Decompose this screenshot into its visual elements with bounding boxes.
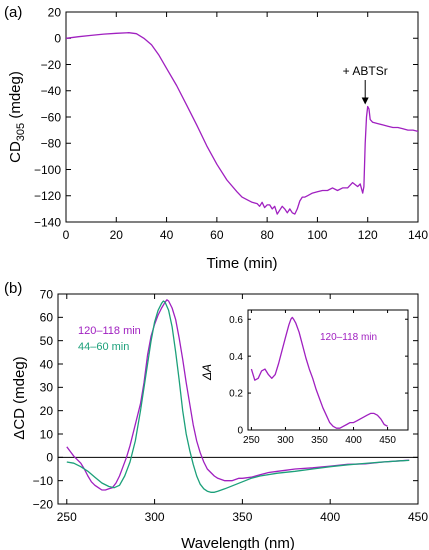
chart-a-ytick-label: −60 <box>41 110 62 124</box>
chart-b-xtick-label: 300 <box>145 510 165 524</box>
chart-b: 250 300 350 400 450 70 60 50 40 30 20 10 0 −10 −20 Wav… <box>11 287 428 550</box>
chart-a-ytick-label: 0 <box>54 32 61 46</box>
chart-a-ytick-label: −120 <box>34 189 61 203</box>
inset-legend: 120–118 min <box>320 332 377 343</box>
inset-ytick-label: 0.2 <box>229 389 243 400</box>
inset-ytick-label: 0.4 <box>229 352 243 363</box>
inset-frame <box>247 309 409 431</box>
chart-a-lines <box>65 32 419 215</box>
chart-b-ytick-label: 20 <box>40 404 54 418</box>
chart-a-ylabel-unit: (mdeg) <box>7 71 24 123</box>
chart-a-xtick-label: 60 <box>210 228 224 242</box>
chart-a-ytick-label: −100 <box>34 163 61 177</box>
chart-b-legend-1: 120–118 min <box>78 325 141 337</box>
chart-b-series-line-1 <box>66 299 410 491</box>
chart-b-lines <box>66 299 410 493</box>
chart-a-ytick-label: −140 <box>34 215 61 229</box>
inset-chart: 250 300 350 400 450 0.6 0.4 0.2 0 ΔA 120–118 min <box>200 309 409 446</box>
chart-a-xtick-label: 120 <box>358 228 378 242</box>
chart-b-xtick-label: 450 <box>408 510 428 524</box>
chart-a-xtick-label: 80 <box>260 228 274 242</box>
inset-xtick-label: 250 <box>243 435 260 446</box>
chart-a-xtick-label: 20 <box>110 228 124 242</box>
chart-b-ticks: 250 300 350 400 450 70 60 50 40 30 20 10 0 −10 −20 <box>33 287 429 524</box>
chart-b-ytick-label: 10 <box>40 427 54 441</box>
chart-b-xlabel: Wavelength (nm) <box>181 535 295 550</box>
inset-xtick-label: 350 <box>311 435 328 446</box>
inset-ticks: 250 300 350 400 450 0.6 0.4 0.2 0 <box>229 310 408 446</box>
chart-b-frame <box>57 293 419 505</box>
panel-label-a: (a) <box>4 4 22 21</box>
chart-a-annotations: + ABTSr <box>343 64 388 105</box>
chart-a-xtick-label: 0 <box>63 228 70 242</box>
inset-ytick-label: 0.6 <box>229 315 243 326</box>
chart-b-ytick-label: 0 <box>46 451 53 465</box>
chart-a-ytick-label: −80 <box>41 137 62 151</box>
chart-a-xlabel: Time (min) <box>206 255 277 272</box>
chart-b-ytick-label: 30 <box>40 381 54 395</box>
inset-xtick-label: 300 <box>277 435 294 446</box>
chart-b-ylabel: ΔCD (mdeg) <box>11 356 28 439</box>
chart-b-xtick-label: 400 <box>320 510 340 524</box>
chart-b-ytick-label: 60 <box>40 311 54 325</box>
chart-b-ytick-label: −20 <box>33 497 54 511</box>
panel-label-b: (b) <box>4 280 22 297</box>
annotation-label: + ABTSr <box>343 64 388 78</box>
annotation-arrowhead <box>361 97 369 105</box>
inset-series-line-1 <box>250 316 388 429</box>
inset-xtick-label: 400 <box>345 435 362 446</box>
chart-a: 0 20 40 60 80 100 120 140 20 0 −20 −40 −60 −80 −100 −12… <box>7 5 428 272</box>
chart-a-ylabel: CD305 (mdeg) <box>7 71 27 163</box>
chart-b-ytick-label: 40 <box>40 357 54 371</box>
chart-a-xtick-label: 140 <box>408 228 428 242</box>
chart-a-series-line-1 <box>65 32 419 215</box>
chart-a-ytick-label: −40 <box>41 84 62 98</box>
chart-a-frame <box>65 11 419 223</box>
chart-b-ytick-label: 50 <box>40 334 54 348</box>
chart-b-legend-2: 44–60 min <box>78 341 129 353</box>
chart-a-ytick-label: 20 <box>48 5 62 19</box>
chart-a-xtick-label: 100 <box>307 228 327 242</box>
chart-b-ytick-label: −10 <box>33 474 54 488</box>
chart-b-xtick-label: 350 <box>232 510 252 524</box>
chart-b-xtick-label: 250 <box>57 510 77 524</box>
chart-b-series-line-2 <box>66 300 410 493</box>
chart-a-ytick-label: −20 <box>41 58 62 72</box>
chart-a-ylabel-sub: 305 <box>15 123 27 141</box>
chart-a-ylabel-main: CD <box>7 141 24 163</box>
inset-ytick-label: 0 <box>237 426 243 437</box>
chart-b-ytick-label: 70 <box>40 287 54 301</box>
inset-lines <box>250 316 388 429</box>
chart-a-xtick-label: 40 <box>160 228 174 242</box>
chart-a-ticks: 0 20 40 60 80 100 120 140 20 0 −20 −40 −60 −80 −100 −12… <box>34 5 428 242</box>
inset-ylabel: ΔA <box>200 364 214 381</box>
inset-xtick-label: 450 <box>379 435 396 446</box>
